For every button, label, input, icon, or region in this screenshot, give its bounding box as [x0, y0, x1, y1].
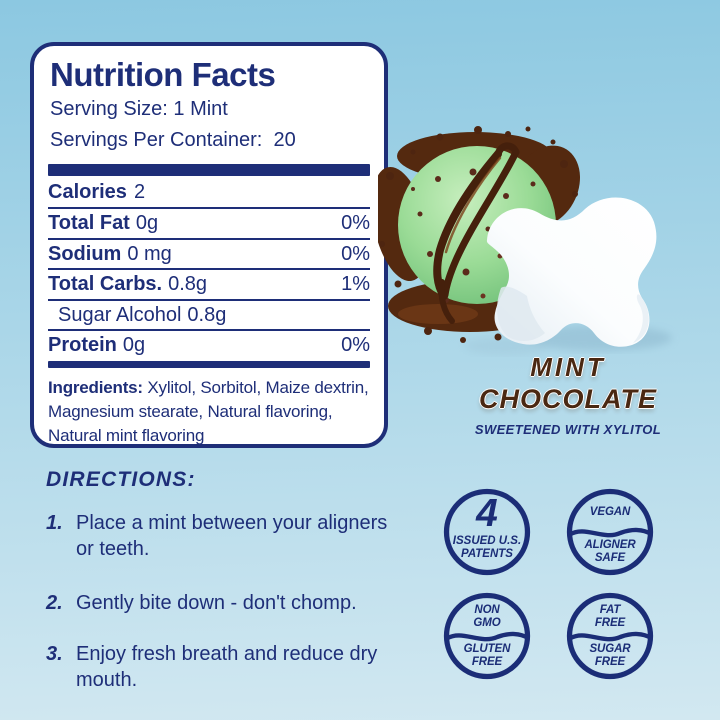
sweetener-note: SWEETENED WITH XYLITOL — [474, 422, 662, 437]
patents-badge-label: ISSUED U.S. PATENTS — [452, 535, 522, 560]
flavor-line-chocolate: CHOCOLATE — [479, 384, 657, 414]
badge-bottom-label: GLUTEN FREE — [463, 643, 511, 668]
vegan-aligner-safe-badge: VEGAN ALIGNER SAFE — [566, 488, 654, 576]
patent-count: 4 — [476, 492, 498, 535]
directions-list: 1. Place a mint between your aligners or… — [46, 510, 418, 693]
badge-circle-icon — [443, 488, 531, 576]
patents-badge: 4 ISSUED U.S. PATENTS — [443, 488, 531, 576]
directions-section: DIRECTIONS: 1. Place a mint between your… — [46, 468, 418, 693]
badge-bottom-label: ALIGNER SAFE — [584, 539, 636, 564]
flavor-name: MINT CHOCOLATE SWEETENED WITH XYLITOL — [443, 352, 693, 437]
calories-value: 2 — [133, 181, 146, 203]
directions-title: DIRECTIONS: — [46, 468, 196, 491]
nutrition-facts-panel: Nutrition Facts Serving Size: 1 Mint Ser… — [30, 42, 388, 448]
chocolate-drizzle — [433, 142, 520, 324]
chocolate-droplets — [379, 126, 578, 343]
non-gmo-gluten-free-badge: NON GMO GLUTEN FREE — [443, 592, 531, 680]
serving-size: Serving Size: 1 Mint — [50, 98, 228, 120]
direction-step-1: 1. Place a mint between your aligners or… — [46, 512, 388, 560]
badge-top-label: NON GMO — [473, 604, 501, 629]
flavor-line-mint: MINT — [530, 352, 606, 382]
mint-tablet — [486, 197, 657, 347]
nutrition-title: Nutrition Facts — [50, 56, 276, 93]
servings-per-container: Servings Per Container: 20 — [50, 129, 296, 151]
nutrition-row-protein: Protein 0g 0% — [48, 334, 370, 356]
divider-thick-top — [48, 164, 370, 176]
nutrition-row-sugar-alcohol: Sugar Alcohol 0.8g — [48, 301, 370, 331]
badge-circle-wave-icon — [566, 488, 654, 576]
direction-step-2: 2. Gently bite down - don't chomp. — [46, 592, 357, 614]
fat-free-sugar-free-badge: FAT FREE SUGAR FREE — [566, 592, 654, 680]
divider-thick-bottom — [48, 361, 370, 368]
product-photo — [378, 126, 672, 355]
badge-top-label: FAT FREE — [594, 604, 626, 629]
direction-step-3: 3. Enjoy fresh breath and reduce dry mou… — [46, 643, 378, 691]
badge-bottom-label: SUGAR FREE — [589, 643, 631, 668]
badge-top-label: VEGAN — [589, 506, 631, 519]
badge-circle-wave-icon — [443, 592, 531, 680]
badge-circle-wave-icon — [566, 592, 654, 680]
ingredients: Ingredients: Xylitol, Sorbitol, Maize de… — [48, 378, 369, 445]
nutrition-row-sodium: Sodium 0 mg 0% — [48, 240, 370, 270]
calories-label: Calories — [48, 181, 127, 203]
nutrition-row-total-fat: Total Fat 0g 0% — [48, 209, 370, 240]
nutrition-row-total-carbs: Total Carbs. 0.8g 1% — [48, 270, 370, 301]
calories-row: Calories 2 — [48, 176, 370, 209]
